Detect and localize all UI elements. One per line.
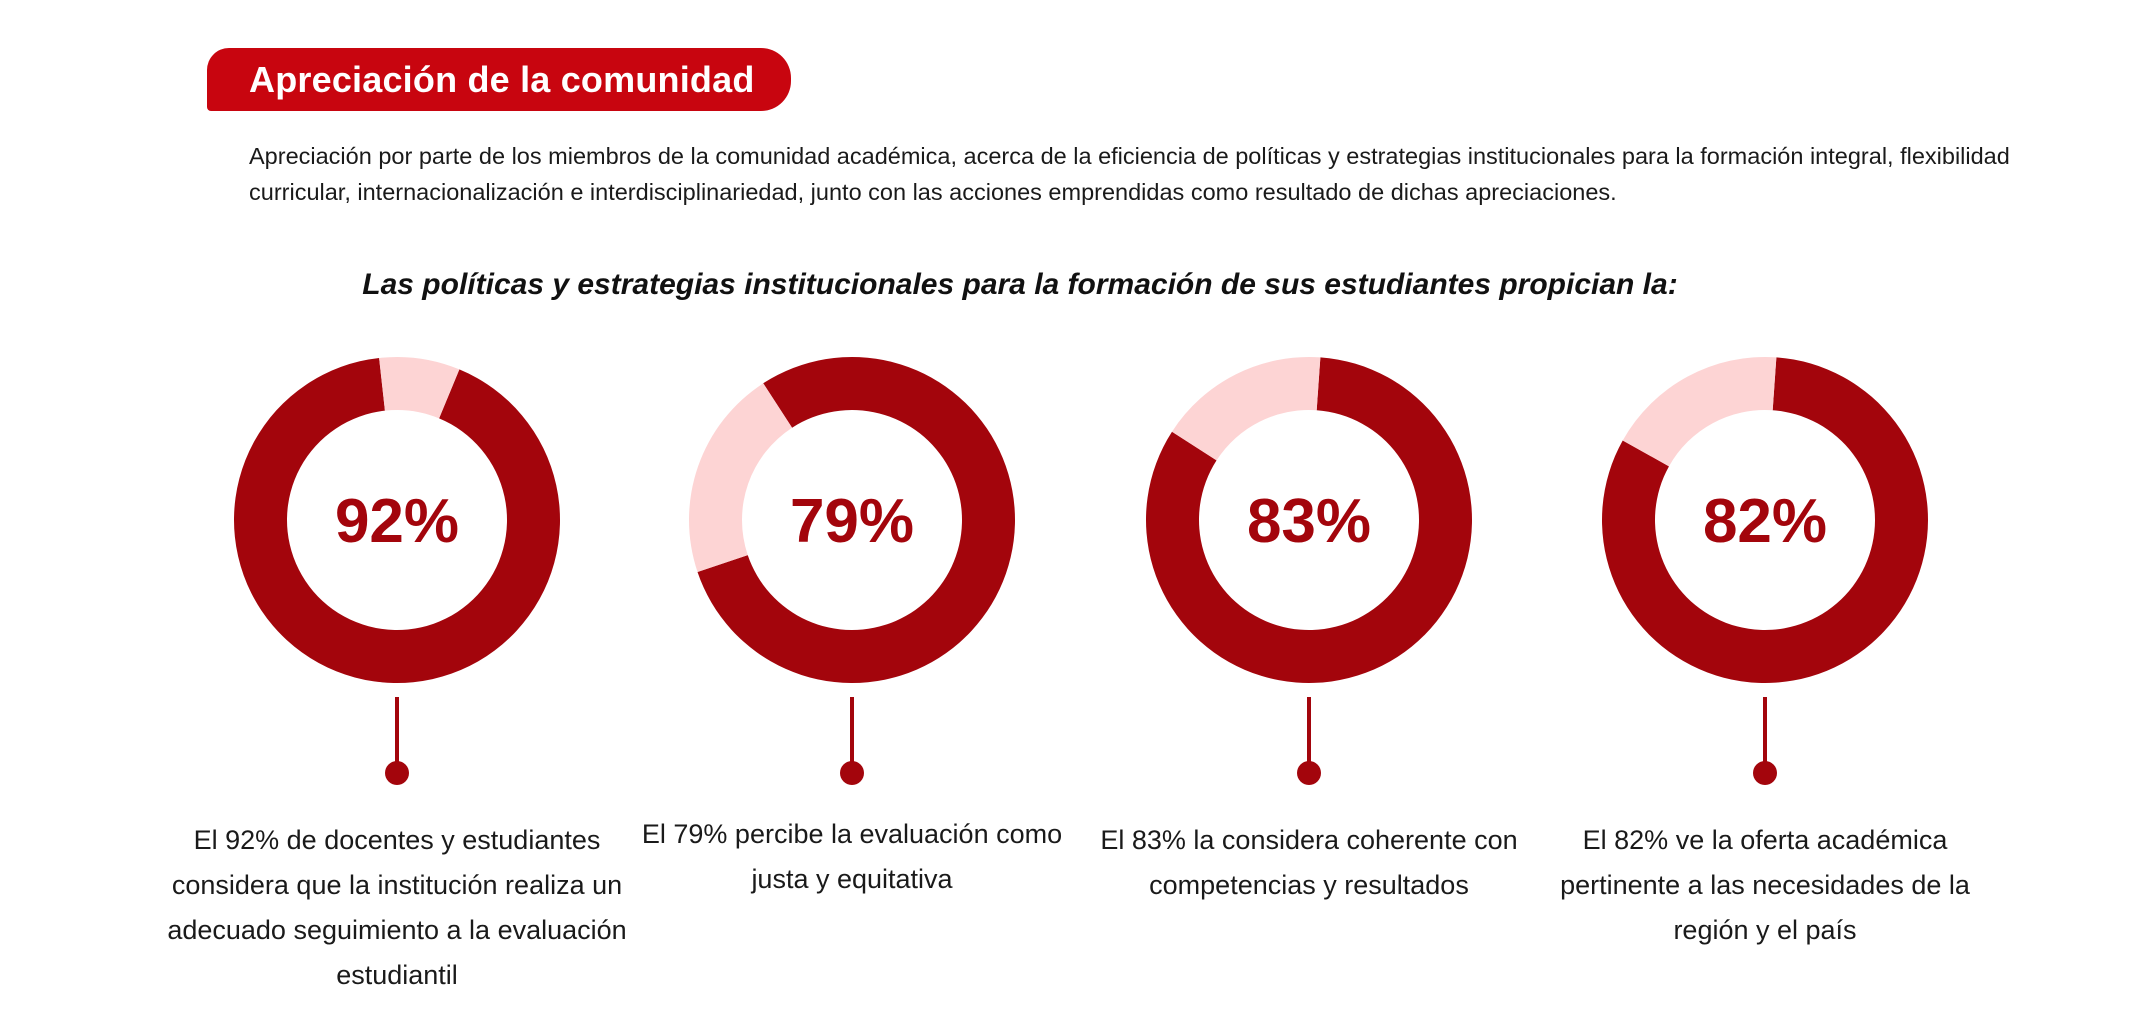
donut-1-connector-dot — [385, 761, 409, 785]
donut-4-percent-label: 82% — [1703, 487, 1827, 556]
donut-caption-4: El 82% ve la oferta académica pertinente… — [1560, 825, 1970, 945]
donut-1-percent-label: 92% — [335, 487, 459, 556]
donut-2-percent-label: 79% — [790, 487, 914, 556]
donut-2-connector-dot — [840, 761, 864, 785]
donut-caption-2: El 79% percibe la evaluación como justa … — [641, 819, 1063, 894]
donut-3-percent-label: 83% — [1247, 487, 1371, 556]
donut-caption-3: El 83% la considera coherente con compet… — [1100, 825, 1518, 900]
intro-paragraph: Apreciación por parte de los miembros de… — [249, 143, 2010, 205]
donut-2-remainder-arc — [689, 383, 793, 572]
donut-3-value-arc — [1145, 357, 1473, 683]
donut-4-value-arc — [1602, 357, 1928, 683]
donut-3-connector-dot — [1297, 761, 1321, 785]
donut-2-value-arc — [697, 356, 1015, 683]
section-title: Apreciación de la comunidad — [249, 58, 755, 100]
donut-caption-1: El 92% de docentes y estudiantes conside… — [167, 825, 627, 990]
donut-1-value-arc — [233, 357, 561, 683]
donut-3-remainder-arc — [1171, 357, 1321, 461]
chart-question-title: Las políticas y estrategias instituciona… — [362, 268, 1678, 301]
donut-4-remainder-arc — [1622, 357, 1777, 467]
section-title-pill: Apreciación de la comunidad — [207, 48, 791, 111]
donut-1-remainder-arc — [379, 357, 460, 419]
donut-4-connector-dot — [1753, 761, 1777, 785]
